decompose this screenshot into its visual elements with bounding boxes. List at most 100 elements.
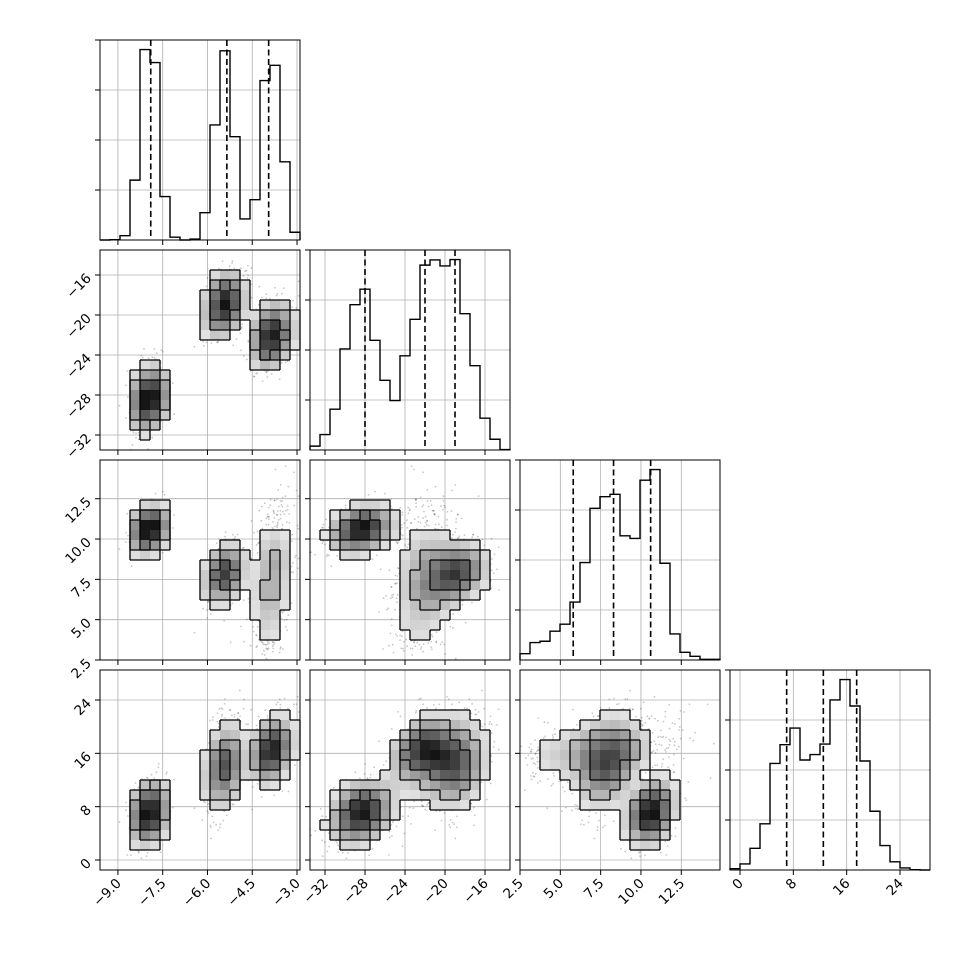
density-cell [220,270,231,281]
sample-point [268,642,270,644]
sample-point [269,504,272,507]
sample-point [374,490,376,493]
sample-point [231,260,234,263]
sample-point [286,508,289,511]
density-cell [230,270,241,281]
density-cell [260,360,271,371]
density-cell [280,590,291,601]
density-cell [150,550,161,561]
density-cell [220,300,231,311]
density-cell [270,600,281,611]
density-cell [130,530,141,541]
density-cell [210,560,221,571]
sample-point [297,527,300,530]
sample-point [250,296,253,299]
sample-point [399,634,402,637]
sample-point [255,544,258,546]
density-cell [260,350,271,361]
sample-point [295,489,298,492]
density-cell [280,350,291,361]
density-cell [130,410,141,421]
sample-point [256,372,259,374]
sample-point [163,494,166,496]
sample-point [293,504,295,507]
sample-point [160,349,163,352]
sample-point [272,509,275,512]
sample-point [423,510,425,513]
sample-point [155,352,158,354]
density-cell [280,340,291,351]
sample-point [207,601,210,603]
density-cell [210,270,221,281]
sample-point [273,512,275,515]
sample-point [234,535,237,538]
density-cell [130,550,141,561]
sample-point [458,535,461,538]
density-cell [240,290,251,301]
density-cell [280,550,291,561]
density-cell [140,410,151,421]
density-cell [220,550,231,561]
sample-point [228,265,231,268]
scatter-panel-2-0 [99,459,301,661]
sample-point [229,641,232,644]
sample-point [161,551,164,554]
sample-point [274,525,276,528]
density-cell [130,540,141,551]
sample-point [250,520,253,522]
sample-point [280,504,283,506]
sample-point [295,307,298,309]
sample-point [290,571,293,573]
density-cell [220,320,231,331]
sample-point [206,609,208,612]
density-cell [160,380,171,391]
density-cell [140,530,151,541]
sample-point [242,275,245,277]
sample-point [247,274,250,277]
sample-point [425,524,428,526]
sample-point [257,542,259,545]
density-cell [160,520,171,531]
sample-point [258,285,261,288]
sample-point [261,505,263,508]
density-cell [150,370,161,381]
sample-point [153,356,156,359]
sample-point [171,382,174,384]
density-cell [270,300,281,311]
sample-point [266,513,269,516]
sample-point [281,496,284,499]
sample-point [151,436,154,439]
sample-point [118,548,121,550]
density-cell [250,610,261,621]
sample-point [243,640,245,643]
sample-point [276,510,279,512]
sample-point [281,612,284,614]
density-cell [250,340,261,351]
sample-point [272,643,275,646]
sample-point [240,625,243,628]
density-cell [260,540,271,551]
density-cell [220,600,231,611]
sample-point [267,506,270,509]
density-cell [150,500,161,511]
sample-point [235,338,238,341]
sample-point [385,595,387,597]
sample-point [265,647,267,650]
sample-point [223,619,226,622]
density-cell [250,580,261,591]
sample-point [143,347,145,350]
sample-point [279,517,282,520]
sample-point [265,517,268,520]
density-cell [210,580,221,591]
sample-point [151,356,154,359]
sample-point [239,332,242,335]
density-cell [210,280,221,291]
density-cell [210,600,221,611]
density-cell [140,510,151,521]
sample-point [162,350,164,353]
sample-point [261,296,263,299]
density-cell [230,290,241,301]
density-cell [230,580,241,591]
sample-point [261,380,264,382]
